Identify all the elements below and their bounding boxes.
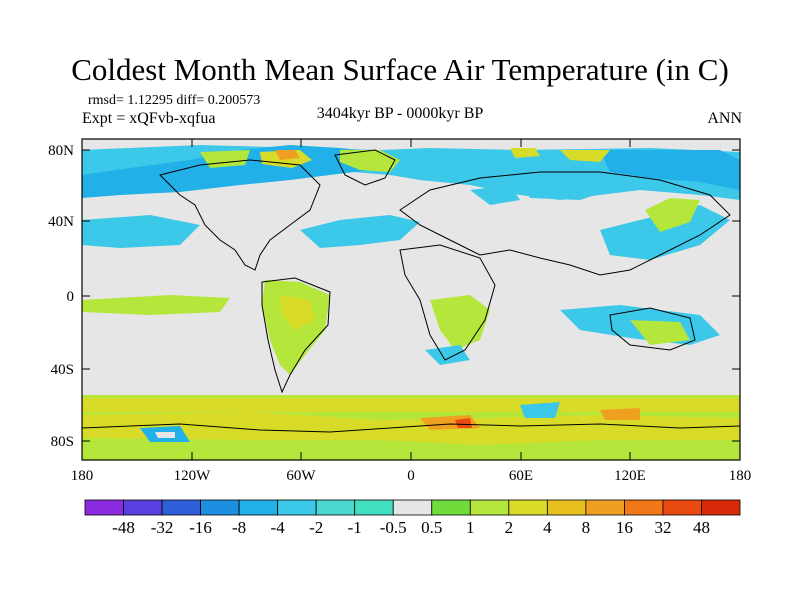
season-label: ANN <box>707 110 742 127</box>
x-tick-label: 120E <box>614 468 646 484</box>
colorbar-box <box>662 499 702 516</box>
period-label: 3404kyr BP - 0000kyr BP <box>316 105 484 122</box>
colorbar-label: -1 <box>347 518 362 537</box>
colorbar-label: -48 <box>112 518 135 537</box>
japan-warm <box>645 198 700 232</box>
colorbar-label: -32 <box>150 518 174 537</box>
africa-warm <box>430 295 490 350</box>
y-tick-80n: 80N <box>48 143 740 159</box>
southern-ocean-band <box>82 398 740 412</box>
coast-africa <box>399 244 496 361</box>
y-tick-label: 80S <box>51 434 74 450</box>
antarctica-cool-2 <box>520 402 560 418</box>
colorbar-box <box>84 499 124 516</box>
colorbar-label: -2 <box>309 518 324 537</box>
colorbar-box <box>161 499 201 516</box>
colorbar-box <box>701 499 741 516</box>
y-tick-80s: 80S <box>51 434 740 450</box>
x-tick-180w: 180 <box>71 468 94 484</box>
y-tick-40s: 40S <box>51 362 740 378</box>
y-axis: 80N 40N 0 40S 80S <box>48 143 740 450</box>
x-tick-label: 0 <box>407 468 415 484</box>
colorbar-box <box>392 499 433 516</box>
y-tick-label: 40N <box>48 214 74 230</box>
colorbar-box <box>238 499 279 516</box>
x-tick-120w: 120W <box>174 139 212 484</box>
x-tick-60e: 60E <box>509 139 533 484</box>
x-axis: 180 120W 60W 0 60E 120E 180 <box>71 139 752 484</box>
rmsd-diff-stats: rmsd= 1.12295 diff= 0.200573 <box>88 93 261 108</box>
colorbar-box <box>277 499 317 516</box>
central-asia-cool <box>520 175 610 200</box>
antarctica-hot <box>82 412 740 445</box>
coast-south-america <box>261 277 331 394</box>
coastlines <box>82 149 740 433</box>
x-tick-label: 60W <box>286 468 316 484</box>
colorbar-label: -8 <box>232 518 247 537</box>
map-title: Coldest Month Mean Surface Air Temperatu… <box>71 52 729 87</box>
colorbar-box <box>354 499 394 516</box>
colorbar-box <box>585 499 625 516</box>
coast-antarctica <box>82 423 740 433</box>
colorbar-label: -4 <box>270 518 285 537</box>
coast-eurasia <box>399 171 731 276</box>
colorbar-box <box>200 499 240 516</box>
colorbar-box <box>123 499 163 516</box>
x-tick-0: 0 <box>407 139 415 484</box>
coast-north-america <box>159 159 321 271</box>
x-tick-180e: 180 <box>729 468 752 484</box>
colorbar-label: 2 <box>504 518 514 537</box>
arctic-warm-patch-3 <box>510 148 540 158</box>
tropical-pacific-warm <box>82 295 230 315</box>
antarctica-orange-2 <box>600 408 640 420</box>
arctic-warm-patch-2 <box>275 150 300 160</box>
colorbar-label: -16 <box>189 518 212 537</box>
colorbar-box <box>624 499 664 516</box>
coast-greenland <box>334 149 396 186</box>
antarctica-neutral <box>155 432 175 438</box>
colorbar-label: 4 <box>543 518 552 537</box>
x-tick-label: 180 <box>71 468 94 484</box>
y-tick-label: 0 <box>67 289 75 305</box>
y-tick-label: 80N <box>48 143 74 159</box>
colorbar-box <box>315 499 356 516</box>
experiment-label: Expt = xQFvb-xqfua <box>82 110 216 127</box>
eurasia-cool-patch <box>470 185 520 205</box>
australia-warm <box>630 320 690 345</box>
y-tick-40n: 40N <box>48 214 740 230</box>
coast-australia <box>609 307 696 351</box>
colorbar-label: -0.5 <box>379 518 407 537</box>
colorbar-label: 48 <box>692 518 710 537</box>
x-tick-60w: 60W <box>286 139 316 484</box>
colorbar-label: 32 <box>654 518 672 537</box>
antarctica-red <box>455 418 472 428</box>
colorbar-label: 0.5 <box>421 518 443 537</box>
east-siberia-cool <box>600 150 740 190</box>
colorbar-label: 1 <box>466 518 475 537</box>
arctic-warm-patch-4 <box>560 150 610 162</box>
y-tick-0: 0 <box>67 289 740 305</box>
colorbar <box>84 499 741 516</box>
y-tick-label: 40S <box>51 362 74 378</box>
colorbar-label: 8 <box>581 518 591 537</box>
south-america-warm-core <box>280 295 315 330</box>
north-atlantic-cool <box>300 215 420 248</box>
colorbar-label: 16 <box>615 518 633 537</box>
x-tick-label: 180 <box>729 468 752 484</box>
x-tick-label: 60E <box>509 468 533 484</box>
colorbar-box <box>508 499 548 516</box>
north-pacific-cool <box>82 215 200 248</box>
east-asia-cool <box>600 205 730 260</box>
colorbar-box <box>431 499 471 516</box>
temperature-field <box>82 139 740 460</box>
colorbar-box <box>469 499 510 516</box>
x-tick-120e: 120E <box>614 139 646 484</box>
x-tick-label: 120W <box>174 468 212 484</box>
colorbar-box <box>546 499 587 516</box>
africa-south-cool <box>425 345 470 365</box>
